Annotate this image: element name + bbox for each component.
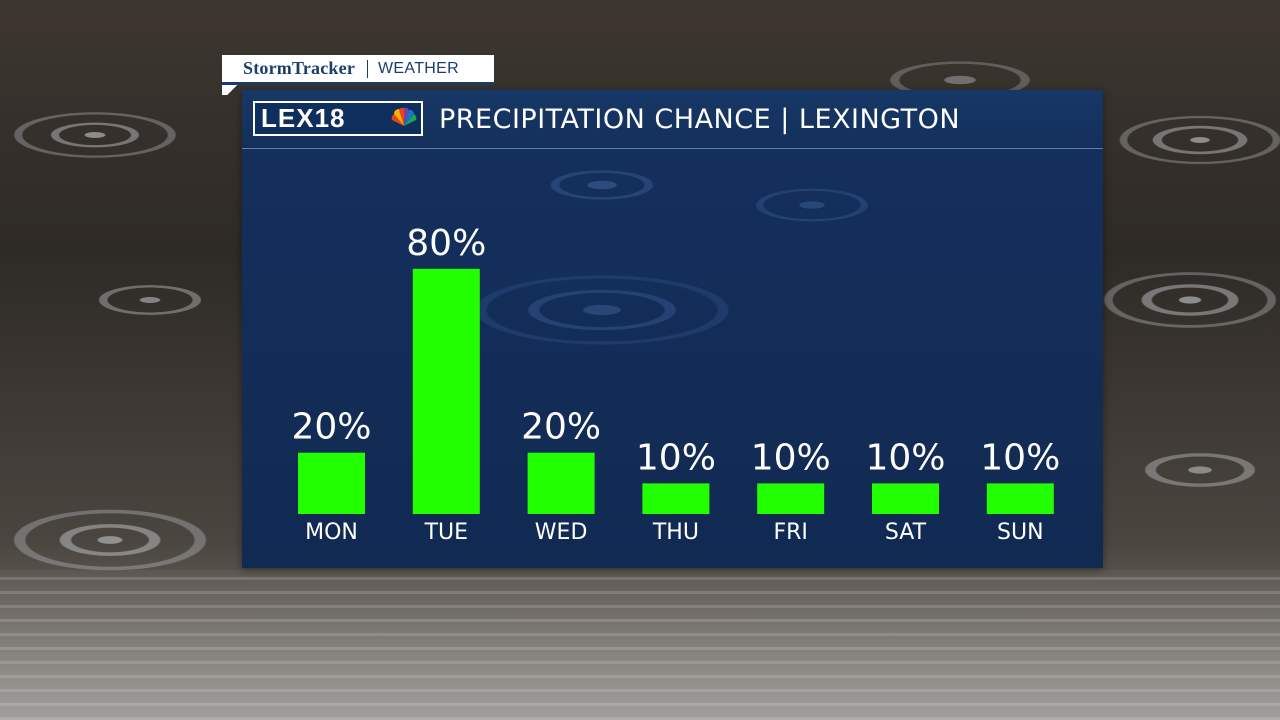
nbc-peacock-icon bbox=[391, 107, 417, 126]
day-label-thu: THU bbox=[652, 520, 699, 545]
value-label-mon: 20% bbox=[291, 407, 371, 448]
day-label-sat: SAT bbox=[885, 520, 927, 545]
strap-tail bbox=[222, 85, 242, 95]
lex18-logo: LEX18 bbox=[253, 101, 423, 136]
value-label-thu: 10% bbox=[636, 437, 716, 478]
stormtracker-brand: StormTracker bbox=[243, 58, 356, 78]
panel-header: LEX18 PRECIPITATION CHANCE | LEXINGTON bbox=[242, 90, 1103, 149]
bar-wed bbox=[527, 452, 595, 514]
bar-sun bbox=[986, 483, 1054, 514]
background-rain-puddle bbox=[0, 570, 1280, 720]
bar-fri bbox=[757, 483, 825, 514]
logo-text: LEX18 bbox=[261, 103, 346, 133]
day-label-fri: FRI bbox=[773, 520, 807, 545]
day-label-tue: TUE bbox=[424, 520, 468, 545]
precipitation-panel: LEX18 PRECIPITATION CHANCE | LEXINGTON 2… bbox=[242, 90, 1103, 568]
day-label-sun: SUN bbox=[997, 520, 1044, 545]
strap-divider bbox=[367, 59, 369, 78]
bar-tue bbox=[412, 268, 480, 514]
value-label-sun: 10% bbox=[980, 437, 1060, 478]
value-label-wed: 20% bbox=[521, 407, 601, 448]
value-label-sat: 10% bbox=[865, 437, 945, 478]
chart-title: PRECIPITATION CHANCE | LEXINGTON bbox=[439, 104, 961, 135]
bar-sat bbox=[872, 483, 939, 514]
stormtracker-strap: StormTracker WEATHER bbox=[222, 55, 494, 85]
precipitation-bar-chart: 20% MON 80% TUE 20% WED 10% THU 10% FRI 10% SAT 10% S… bbox=[291, 223, 1060, 545]
value-label-tue: 80% bbox=[406, 223, 486, 264]
value-label-fri: 10% bbox=[751, 437, 831, 478]
day-label-wed: WED bbox=[535, 520, 588, 545]
bar-mon bbox=[298, 452, 365, 514]
strap-section: WEATHER bbox=[378, 59, 459, 77]
day-label-mon: MON bbox=[305, 520, 358, 545]
bar-thu bbox=[642, 483, 710, 514]
